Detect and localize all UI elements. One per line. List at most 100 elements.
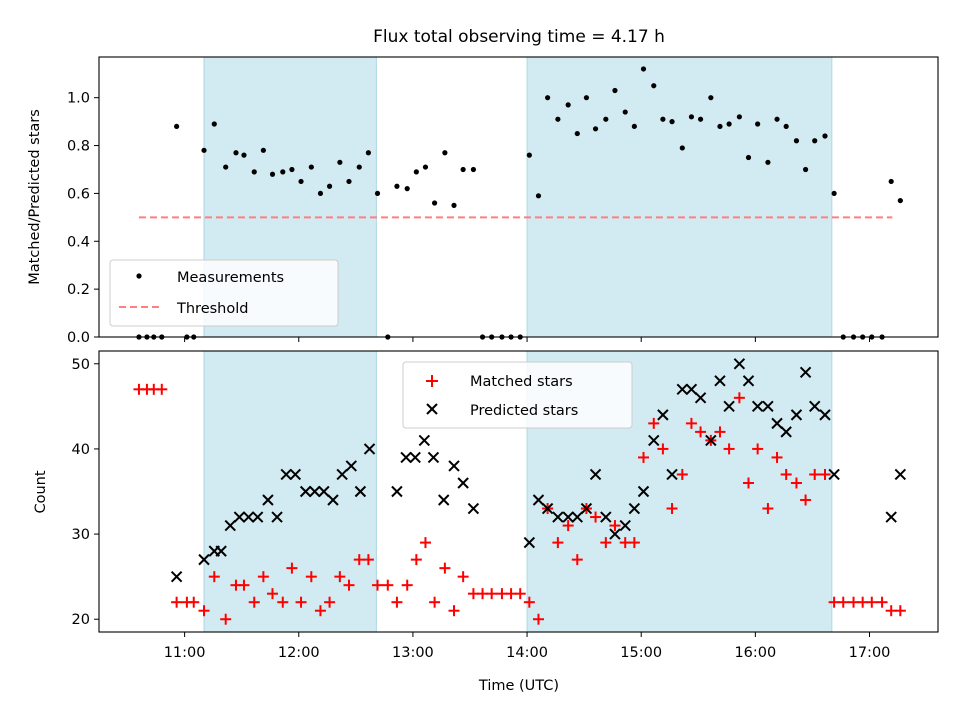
measurement-point <box>745 154 752 161</box>
measurement-point <box>679 145 685 151</box>
measurement-point <box>241 152 247 158</box>
predicted-stars-point <box>799 366 812 378</box>
predicted-stars-point <box>467 502 480 515</box>
bottom-series-layer <box>133 358 907 625</box>
predicted-stars-point <box>562 511 574 523</box>
bottom-axes-frame <box>98 350 939 633</box>
matched-stars-point <box>419 537 431 549</box>
matched-stars-point <box>156 383 168 395</box>
matched-stars-point <box>448 605 460 617</box>
matched-stars-point <box>790 477 802 489</box>
predicted-stars-point <box>589 468 602 481</box>
measurement-point <box>422 164 429 170</box>
top-legend: Measurements Threshold <box>109 259 339 327</box>
predicted-stars-point <box>714 375 726 387</box>
predicted-stars-point <box>336 468 348 481</box>
top-y-tick-label: 0.4 <box>67 234 90 250</box>
measurement-point <box>251 169 257 175</box>
predicted-stars-point <box>685 383 698 396</box>
matched-stars-point <box>372 579 384 591</box>
measurement-point <box>717 123 723 130</box>
matched-stars-point <box>391 596 403 608</box>
measurement-point <box>822 133 828 139</box>
top-y-tick-label: 0.0 <box>67 330 90 346</box>
predicted-stars-point <box>448 460 460 472</box>
measurement-point <box>651 83 657 89</box>
measurement-point <box>897 197 903 204</box>
predicted-stars-point <box>552 511 564 523</box>
measurement-point <box>612 87 618 94</box>
measurement-point <box>413 169 419 175</box>
predicted-stars-point <box>409 451 421 464</box>
measurement-point <box>298 178 304 185</box>
measurement-point <box>640 66 647 72</box>
predicted-stars-point <box>318 485 330 498</box>
top-series-layer <box>136 66 903 340</box>
top-y-axis-label: Matched/Predicted stars <box>27 109 43 285</box>
measurement-point <box>374 190 381 197</box>
matched-stars-point <box>439 562 451 574</box>
measurement-point <box>793 138 800 144</box>
measurement-point <box>545 95 551 101</box>
measurement-point <box>535 193 542 199</box>
measurement-point <box>592 126 599 132</box>
measurement-point <box>326 183 333 189</box>
predicted-stars-point <box>400 451 412 464</box>
measurement-point <box>888 178 894 185</box>
top-y-ticks: 0.0 0.2 0.4 0.6 0.8 1.0 <box>67 91 99 346</box>
matched-stars-point <box>208 571 220 583</box>
measurement-point <box>174 123 180 130</box>
predicted-stars-point <box>619 519 631 532</box>
matched-stars-point <box>714 426 726 438</box>
matched-stars-point <box>780 468 792 480</box>
matched-stars-point <box>637 451 649 463</box>
bottom-x-ticks: 11:00 12:00 13:00 14:00 15:00 16:00 17:00 <box>164 632 890 661</box>
matched-stars-point <box>571 554 583 566</box>
top-y-tick-label: 0.8 <box>67 139 90 155</box>
predicted-stars-point <box>391 485 403 498</box>
measurement-point <box>317 190 324 197</box>
measurement-point <box>583 95 590 101</box>
matched-stars-point <box>809 468 821 480</box>
matched-stars-point <box>410 554 422 566</box>
predicted-stars-point <box>751 400 764 413</box>
bot-x-tick-label: 15:00 <box>620 645 662 661</box>
measurement-point <box>736 114 742 120</box>
predicted-stars-point <box>828 468 840 481</box>
matched-stars-point <box>552 537 564 549</box>
matched-stars-point <box>894 605 906 617</box>
measurement-point <box>460 166 466 173</box>
matched-stars-point <box>609 520 621 532</box>
measurement-point <box>574 130 580 137</box>
matched-stars-point <box>837 596 849 608</box>
measurement-point <box>669 119 675 125</box>
matched-stars-point <box>277 596 289 608</box>
measurement-point <box>394 183 400 189</box>
matched-stars-point <box>523 596 535 608</box>
bot-y-tick-label: 30 <box>72 527 90 543</box>
matched-stars-point <box>334 571 346 583</box>
matched-stars-point <box>695 426 707 438</box>
predicted-stars-point <box>600 511 612 523</box>
measurement-point <box>688 114 695 120</box>
top-shaded-intervals <box>203 56 833 338</box>
legend-marker-predicted-stars <box>426 403 438 415</box>
bot-x-tick-label: 12:00 <box>278 645 320 661</box>
measurement-point <box>831 190 837 197</box>
bottom-y-ticks: 20 30 40 50 <box>72 357 99 628</box>
matched-stars-point <box>800 494 812 506</box>
matched-stars-point <box>171 596 183 608</box>
bot-shaded-interval-0 <box>203 350 377 633</box>
bottom-legend: Matched stars Predicted stars <box>402 361 633 429</box>
matched-stars-point <box>362 554 374 566</box>
measurement-point <box>555 116 561 122</box>
measurement-point <box>697 116 704 122</box>
measurement-point <box>812 138 818 144</box>
predicted-stars-point <box>438 494 450 506</box>
measurement-point <box>603 116 609 122</box>
measurement-point <box>442 150 448 156</box>
predicted-stars-point <box>628 502 641 515</box>
chart-title: Flux total observing time = 4.17 h <box>373 27 665 47</box>
measurement-point <box>622 109 628 115</box>
predicted-stars-point <box>771 417 783 430</box>
